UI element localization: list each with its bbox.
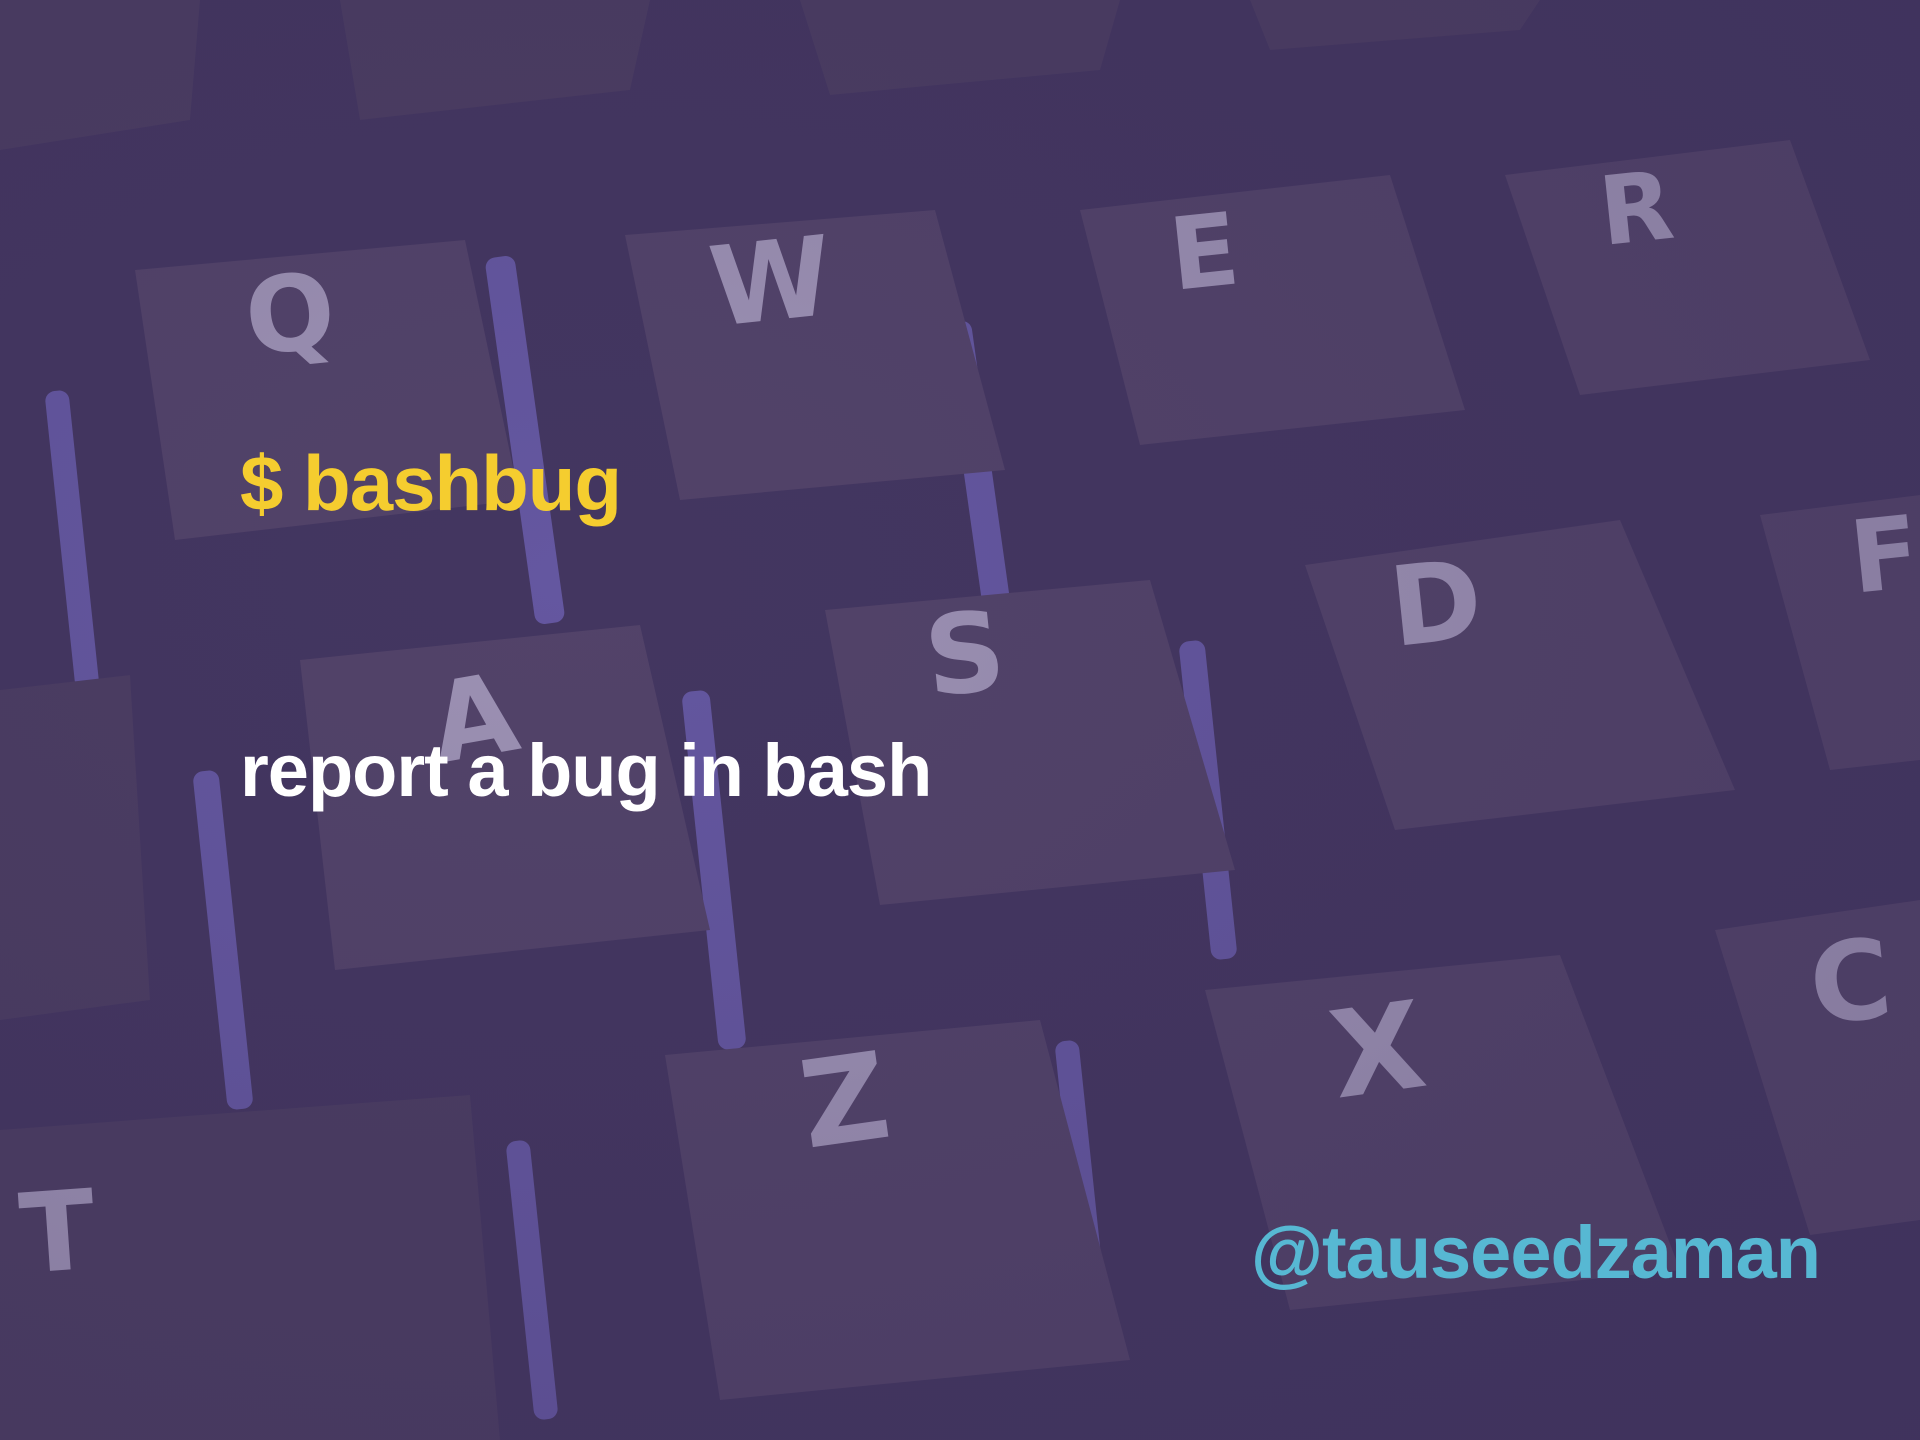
svg-text:S: S	[919, 586, 1011, 722]
svg-text:C: C	[1804, 914, 1898, 1050]
svg-text:W: W	[704, 212, 838, 352]
svg-text:T: T	[16, 1166, 100, 1299]
svg-text:X: X	[1322, 976, 1433, 1127]
svg-text:Q: Q	[239, 249, 341, 380]
svg-text:E: E	[1164, 190, 1244, 313]
svg-text:Z: Z	[792, 1027, 898, 1177]
svg-text:D: D	[1384, 535, 1488, 672]
command-description: report a bug in bash	[240, 729, 932, 812]
svg-text:R: R	[1594, 151, 1678, 268]
author-handle: @tauseedzaman	[1250, 1211, 1821, 1294]
command-title: $ bashbug	[240, 439, 622, 527]
svg-text:F: F	[1845, 493, 1920, 616]
